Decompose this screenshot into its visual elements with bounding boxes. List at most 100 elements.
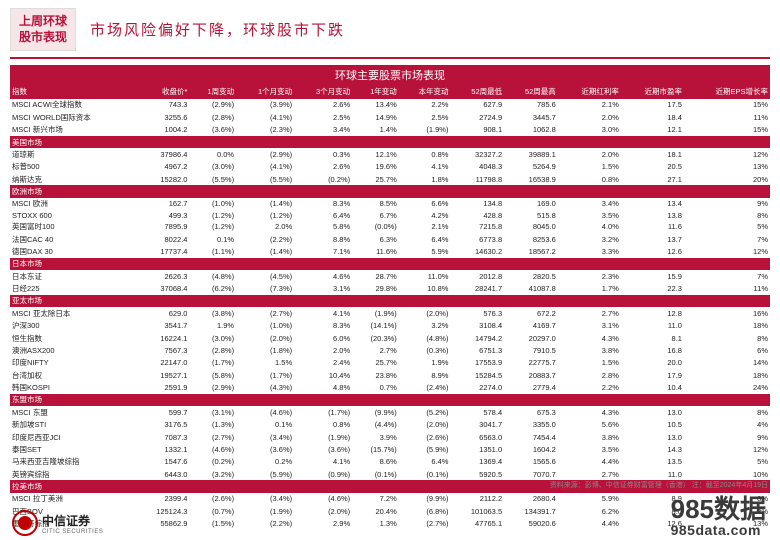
col-header: 1个月变动 bbox=[236, 85, 294, 99]
cell: (1.0%) bbox=[189, 198, 236, 210]
cell: 0.8% bbox=[294, 418, 352, 430]
cell: 0.7% bbox=[352, 381, 399, 393]
cell: 2.0% bbox=[236, 220, 294, 232]
cell: MSCI 东盟 bbox=[10, 406, 136, 418]
col-header: 近期市盈率 bbox=[621, 85, 684, 99]
cell: (2.0%) bbox=[399, 307, 451, 319]
cell: 12.8 bbox=[621, 307, 684, 319]
cell: 11798.8 bbox=[450, 173, 504, 185]
cell: (5.5%) bbox=[236, 173, 294, 185]
table-header-row: 指数收盘价*1周变动1个月变动3个月变动1年变动本年变动52周最低52周最高近期… bbox=[10, 85, 770, 99]
cell: (4.6%) bbox=[236, 406, 294, 418]
cell: (4.4%) bbox=[352, 418, 399, 430]
cell: 英国富时100 bbox=[10, 220, 136, 232]
cell: 4169.7 bbox=[504, 319, 558, 331]
cell: 6751.3 bbox=[450, 344, 504, 356]
cell: 8.5% bbox=[352, 198, 399, 210]
cell: 7910.5 bbox=[504, 344, 558, 356]
cell: 法国CAC 40 bbox=[10, 233, 136, 245]
cell: MSCI 欧洲 bbox=[10, 198, 136, 210]
table-row: 法国CAC 408022.40.1%(2.2%)8.8%6.3%6.4%6773… bbox=[10, 233, 770, 245]
cell: 499.3 bbox=[136, 210, 190, 220]
cell: 16.8 bbox=[621, 344, 684, 356]
cell: 19.6% bbox=[352, 161, 399, 173]
cell: 13.8 bbox=[621, 210, 684, 220]
table-row: 日经22537068.4(6.2%)(7.3%)3.1%29.8%10.8%28… bbox=[10, 282, 770, 294]
cell: (2.4%) bbox=[399, 381, 451, 393]
cell: (2.3%) bbox=[236, 123, 294, 135]
cell: 13.0 bbox=[621, 406, 684, 418]
cell: 18.4 bbox=[621, 111, 684, 123]
cell: 22147.0 bbox=[136, 357, 190, 369]
cell: 3.5% bbox=[558, 443, 621, 455]
cell: 1547.6 bbox=[136, 456, 190, 468]
cell: 2.4% bbox=[294, 357, 352, 369]
cell: 新加坡STI bbox=[10, 418, 136, 430]
table-row: 英镑宾综指6443.0(3.2%)(5.9%)(0.9%)(0.1%)(0.1%… bbox=[10, 468, 770, 480]
cell: 18.1 bbox=[621, 148, 684, 160]
cell: (0.1%) bbox=[399, 468, 451, 480]
cell: 7454.4 bbox=[504, 431, 558, 443]
cell: 17.5 bbox=[621, 99, 684, 111]
cell: 台湾加权 bbox=[10, 369, 136, 381]
cell: 10.4% bbox=[294, 369, 352, 381]
cell: (4.1%) bbox=[236, 111, 294, 123]
cell: 1.5% bbox=[558, 357, 621, 369]
table-row: STOXX 600499.3(1.2%)(1.2%)6.4%6.7%4.2%42… bbox=[10, 210, 770, 220]
cell: 2.0% bbox=[294, 344, 352, 356]
cell: 5.6% bbox=[558, 418, 621, 430]
cell: (1.2%) bbox=[189, 220, 236, 232]
cell: 25.7% bbox=[352, 173, 399, 185]
cell: 12% bbox=[684, 443, 770, 455]
table-row: 沪深3003541.71.9%(1.0%)8.3%(14.1%)3.2%3108… bbox=[10, 319, 770, 331]
cell: 2.2% bbox=[558, 381, 621, 393]
table-row: 纳斯达克15282.0(5.5%)(5.5%)(0.2%)25.7%1.8%11… bbox=[10, 173, 770, 185]
cell: 5920.5 bbox=[450, 468, 504, 480]
col-header: 收盘价* bbox=[136, 85, 190, 99]
cell: 3445.7 bbox=[504, 111, 558, 123]
cell: 16224.1 bbox=[136, 332, 190, 344]
cell: 0.1% bbox=[189, 233, 236, 245]
cell: 3.8% bbox=[558, 344, 621, 356]
col-header: 52周最高 bbox=[504, 85, 558, 99]
cell: (9.9%) bbox=[352, 406, 399, 418]
cell: 3.4% bbox=[558, 198, 621, 210]
cell: (1.7%) bbox=[294, 406, 352, 418]
cell: STOXX 600 bbox=[10, 210, 136, 220]
cell: (7.3%) bbox=[236, 282, 294, 294]
col-header: 指数 bbox=[10, 85, 136, 99]
cell: 14794.2 bbox=[450, 332, 504, 344]
cell: 675.3 bbox=[504, 406, 558, 418]
cell: 2724.9 bbox=[450, 111, 504, 123]
cell: 马来西亚吉隆坡综指 bbox=[10, 456, 136, 468]
cell: 8.9% bbox=[399, 369, 451, 381]
cell: 19527.1 bbox=[136, 369, 190, 381]
cell: (1.2%) bbox=[189, 210, 236, 220]
cell: 2626.3 bbox=[136, 270, 190, 282]
cell: 8253.6 bbox=[504, 233, 558, 245]
cell: 13.4 bbox=[621, 198, 684, 210]
cell: 18% bbox=[684, 319, 770, 331]
col-header: 本年变动 bbox=[399, 85, 451, 99]
cell: 12% bbox=[684, 245, 770, 257]
cell: 6.7% bbox=[352, 210, 399, 220]
cell: 1.5% bbox=[558, 161, 621, 173]
cell: 印度尼西亚JCI bbox=[10, 431, 136, 443]
cell: 5% bbox=[684, 220, 770, 232]
cell: 627.9 bbox=[450, 99, 504, 111]
cell: (3.9%) bbox=[236, 99, 294, 111]
cell: 23.8% bbox=[352, 369, 399, 381]
cell: 908.1 bbox=[450, 123, 504, 135]
cell: 7.1% bbox=[294, 245, 352, 257]
cell: 13.5 bbox=[621, 456, 684, 468]
cell: 20883.7 bbox=[504, 369, 558, 381]
cell: (3.1%) bbox=[189, 406, 236, 418]
page-title: 市场风险偏好下降，环球股市下跌 bbox=[90, 19, 345, 40]
header-divider bbox=[10, 57, 770, 59]
cell: 8.3% bbox=[294, 198, 352, 210]
cell: 20.0 bbox=[621, 357, 684, 369]
cell: (2.0%) bbox=[236, 332, 294, 344]
table-row: 德国DAX 3017737.4(1.1%)(1.4%)7.1%11.6%5.9%… bbox=[10, 245, 770, 257]
cell: (5.5%) bbox=[189, 173, 236, 185]
header-badge: 上周环球 股市表现 bbox=[10, 8, 76, 51]
